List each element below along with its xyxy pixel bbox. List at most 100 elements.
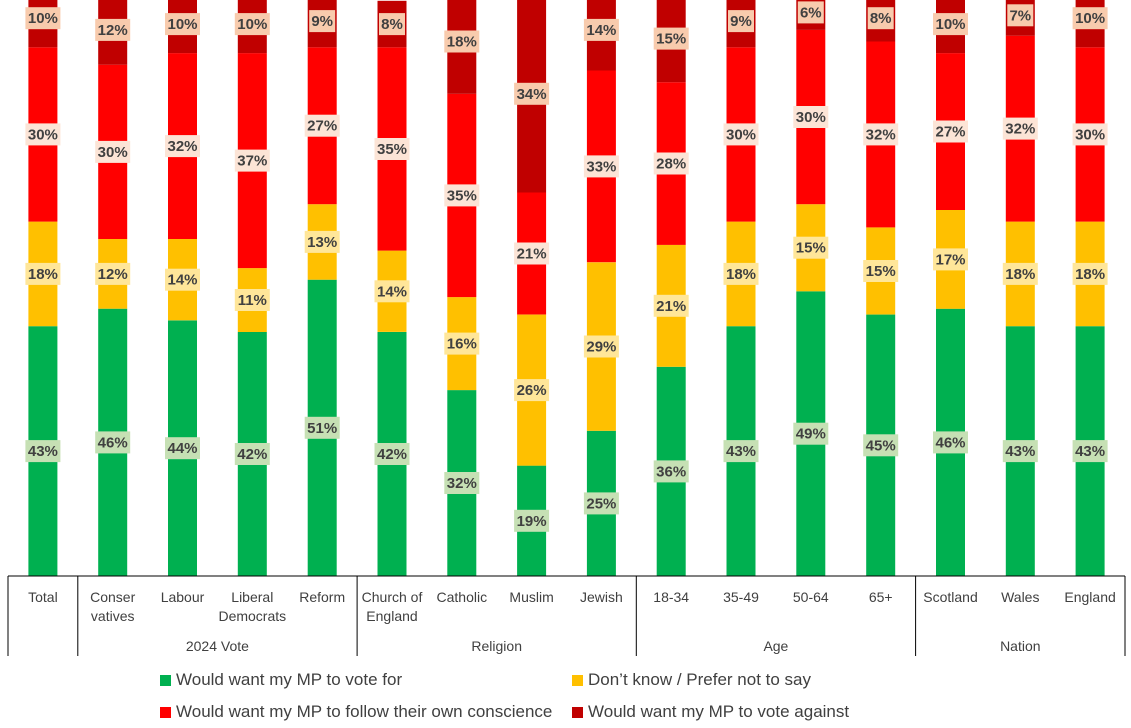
data-label-conser-vatives-1: 12% xyxy=(98,266,128,283)
data-label-bg-18-34-3 xyxy=(653,27,689,50)
data-label-bg-liberal-democrats-0 xyxy=(234,443,270,465)
data-label-catholic-2: 35% xyxy=(447,187,477,204)
data-label-bg-50-64-1 xyxy=(793,236,829,259)
data-label-england-2: 30% xyxy=(1075,126,1105,143)
data-label-bg-muslim-3 xyxy=(514,82,550,105)
category-label-jewish: Jewish xyxy=(580,589,623,605)
data-label-50-64-1: 15% xyxy=(796,240,826,257)
data-label-bg-liberal-democrats-1 xyxy=(234,289,270,311)
data-label-bg-jewish-0 xyxy=(583,492,619,515)
data-label-conser-vatives-0: 46% xyxy=(98,434,128,451)
data-label-scotland-1: 17% xyxy=(935,251,965,268)
data-label-bg-wales-0 xyxy=(1002,440,1038,463)
data-label-bg-scotland-0 xyxy=(933,431,968,454)
data-label-muslim-0: 19% xyxy=(517,513,547,530)
data-label-bg-reform-1 xyxy=(304,230,340,253)
data-label-church-of-england-1: 14% xyxy=(377,283,407,300)
data-label-muslim-1: 26% xyxy=(517,382,547,399)
data-label-jewish-2: 33% xyxy=(586,158,616,175)
data-label-bg-church-of-england-1 xyxy=(374,280,410,303)
data-label-bg-50-64-0 xyxy=(793,422,829,445)
legend-label-vote-against: Would want my MP to vote against xyxy=(588,702,850,721)
data-label-bg-65-2 xyxy=(863,123,899,146)
data-label-conser-vatives-3: 12% xyxy=(98,22,128,39)
category-label-catholic: Catholic xyxy=(437,589,488,605)
category-label-total: Total xyxy=(28,589,58,605)
data-label-labour-3: 10% xyxy=(167,16,197,33)
data-label-church-of-england-3: 8% xyxy=(381,16,403,33)
data-label-bg-scotland-2 xyxy=(933,120,968,143)
data-label-bg-conser-vatives-3 xyxy=(95,18,131,41)
data-label-reform-0: 51% xyxy=(307,420,337,437)
data-label-reform-3: 9% xyxy=(311,13,333,30)
data-label-reform-2: 27% xyxy=(307,118,337,135)
data-label-total-2: 30% xyxy=(28,126,58,143)
data-label-bg-35-49-1 xyxy=(723,262,759,285)
category-label-labour: Labour xyxy=(161,589,205,605)
data-label-bg-conser-vatives-1 xyxy=(95,262,131,285)
data-label-bg-18-34-1 xyxy=(653,294,689,317)
data-label-bg-england-3 xyxy=(1072,7,1108,30)
data-label-18-34-1: 21% xyxy=(656,298,686,315)
data-label-bg-muslim-1 xyxy=(514,379,550,402)
data-label-england-1: 18% xyxy=(1075,266,1105,283)
data-label-bg-35-49-2 xyxy=(723,123,759,146)
data-label-bg-65-1 xyxy=(863,260,899,282)
data-label-bg-muslim-0 xyxy=(514,509,550,532)
data-label-bg-catholic-0 xyxy=(444,472,480,494)
data-label-church-of-england-0: 42% xyxy=(377,446,407,463)
data-label-bg-catholic-2 xyxy=(444,184,480,207)
legend-item-vote-for: Would want my MP to vote for xyxy=(160,668,402,692)
data-label-wales-3: 7% xyxy=(1009,7,1031,24)
data-label-bg-labour-2 xyxy=(165,135,200,158)
category-label-liberal-democrats: Liberal xyxy=(231,589,273,605)
data-label-total-0: 43% xyxy=(28,443,58,460)
data-label-bg-church-of-england-2 xyxy=(374,138,410,160)
data-label-wales-1: 18% xyxy=(1005,266,1035,283)
data-label-bg-labour-0 xyxy=(165,437,200,460)
data-label-england-3: 10% xyxy=(1075,10,1105,27)
data-label-65-0: 45% xyxy=(866,437,896,454)
data-label-scotland-3: 10% xyxy=(935,16,965,33)
data-label-35-49-3: 9% xyxy=(730,13,752,30)
data-label-bg-church-of-england-3 xyxy=(379,13,405,36)
category-label-reform: Reform xyxy=(299,589,345,605)
data-label-scotland-0: 46% xyxy=(935,434,965,451)
group-label-religion: Religion xyxy=(471,638,522,654)
data-label-catholic-1: 16% xyxy=(447,336,477,353)
data-label-bg-jewish-3 xyxy=(583,18,619,41)
legend-item-vote-against: Would want my MP to vote against xyxy=(572,700,849,724)
data-label-35-49-1: 18% xyxy=(726,266,756,283)
category-label-conser-vatives: Conser xyxy=(90,589,135,605)
data-label-65-3: 8% xyxy=(870,10,892,27)
data-label-liberal-democrats-1: 11% xyxy=(238,292,267,309)
data-label-bg-35-49-3 xyxy=(728,10,754,33)
category-label-scotland: Scotland xyxy=(923,589,977,605)
data-label-bg-18-34-0 xyxy=(653,460,689,483)
group-label-2024-vote: 2024 Vote xyxy=(186,638,249,654)
data-label-church-of-england-2: 35% xyxy=(377,141,407,158)
data-label-bg-muslim-2 xyxy=(514,242,550,265)
data-label-catholic-0: 32% xyxy=(447,475,477,492)
data-label-bg-65-3 xyxy=(867,7,894,30)
data-label-bg-england-0 xyxy=(1072,440,1108,463)
data-label-conser-vatives-2: 30% xyxy=(98,144,128,161)
data-label-reform-1: 13% xyxy=(307,234,337,251)
data-label-catholic-3: 18% xyxy=(447,34,477,51)
data-label-bg-catholic-3 xyxy=(444,30,480,53)
data-label-bg-65-0 xyxy=(863,434,899,457)
category-label-church-of-england: Church of xyxy=(362,589,423,605)
legend: Would want my MP to vote for Don’t know … xyxy=(160,668,1120,728)
data-label-bg-wales-2 xyxy=(1002,117,1038,140)
data-label-bg-labour-3 xyxy=(165,13,200,36)
data-label-muslim-3: 34% xyxy=(517,86,547,103)
data-label-bg-total-3 xyxy=(25,7,61,30)
data-label-bg-wales-3 xyxy=(1007,4,1034,27)
data-label-35-49-0: 43% xyxy=(726,443,756,460)
data-label-bg-jewish-1 xyxy=(583,335,619,358)
data-label-bg-wales-1 xyxy=(1002,262,1038,285)
data-label-18-34-2: 28% xyxy=(656,156,686,173)
legend-swatch-vote-against xyxy=(572,706,583,718)
data-label-bg-england-1 xyxy=(1072,262,1108,285)
